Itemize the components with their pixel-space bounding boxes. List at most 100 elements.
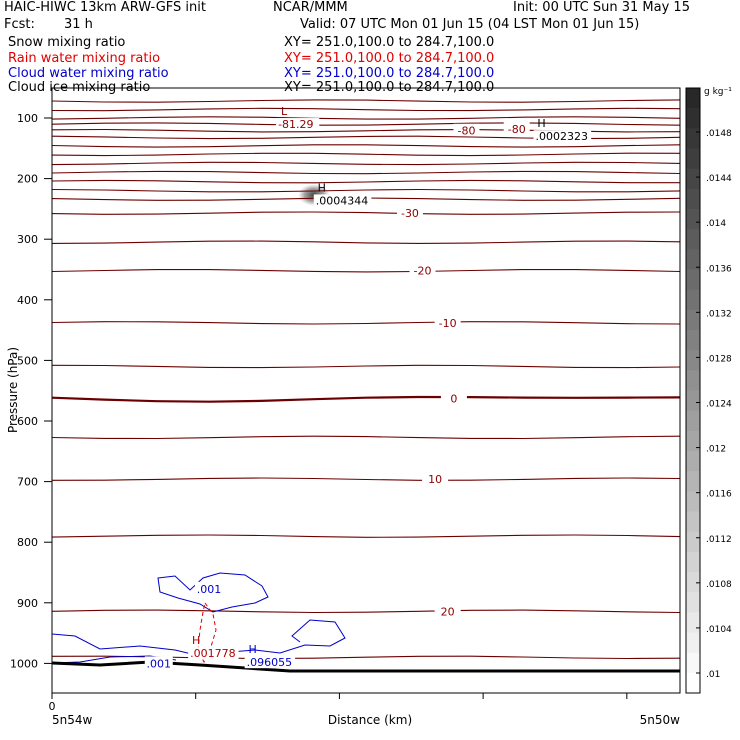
isotherm-line	[52, 269, 680, 273]
colorbar-swatch	[686, 672, 700, 694]
plot-frame	[51, 87, 681, 694]
colorbar-tick-label: .0116	[706, 490, 732, 500]
isotherm-label: -80	[457, 125, 475, 138]
isotherm-line	[52, 116, 680, 120]
colorbar-swatch	[686, 128, 700, 150]
extremum-label-bg	[244, 656, 296, 669]
field-snow-xy: XY= 251.0,100.0 to 284.7,100.0	[284, 35, 495, 50]
colorbar: g kg⁻¹ .0148 .0144 .014 .0136 .0132 .0128 .0124…	[685, 87, 732, 694]
x-tick-label: 0	[49, 700, 56, 713]
extremum-value: .001778	[190, 647, 236, 660]
extremum-marker: H	[318, 181, 326, 194]
isotherm-line	[52, 435, 680, 440]
colorbar-swatch	[686, 309, 700, 331]
isotherm-label-bg	[434, 604, 461, 617]
rain-water-contour	[197, 601, 217, 664]
colorbar-swatch	[686, 451, 700, 472]
x-axis	[51, 693, 628, 699]
isotherm-label: 0	[450, 393, 457, 406]
isotherm-label: -10	[439, 317, 457, 330]
y-tick-label: 600	[17, 415, 38, 428]
x-left-location: 5n54w	[52, 713, 93, 727]
colorbar-swatch	[686, 551, 700, 573]
isotherm-line	[52, 170, 680, 175]
colorbar-swatch	[686, 390, 700, 412]
field-cloudwater-name: Cloud water mixing ratio	[8, 66, 169, 81]
extremum-label-bg	[533, 130, 592, 143]
colorbar-swatch	[686, 229, 700, 250]
extremum-value: .0004344	[316, 194, 369, 207]
field-cloudwater-xy: XY= 251.0,100.0 to 284.7,100.0	[284, 66, 495, 81]
colorbar-tick-label: .0108	[706, 580, 732, 590]
isotherm-line	[52, 477, 680, 481]
isotherm-line	[52, 364, 680, 369]
extremum-value: -81.29	[278, 118, 313, 131]
y-tick-label: 800	[17, 536, 38, 549]
isotherm-label-bg	[453, 123, 480, 136]
isotherm-line	[52, 211, 680, 215]
colorbar-swatch	[686, 572, 700, 593]
isotherm-line	[52, 179, 680, 184]
colorbar-swatch	[686, 269, 700, 291]
colorbar-swatch	[686, 531, 700, 553]
init-time: Init: 00 UTC Sun 31 May 15	[513, 0, 690, 15]
y-axis: 100 200 300 400 500 600 700 800 900 1000	[10, 112, 52, 670]
cloud-contour-label: .001	[197, 583, 222, 596]
colorbar-swatch	[686, 430, 700, 452]
x-right-location: 5n50w	[640, 713, 681, 727]
extremum-label-bg	[276, 118, 320, 131]
isotherm-line	[52, 395, 680, 403]
colorbar-swatch	[686, 652, 700, 674]
colorbar-tick-label: .0144	[706, 174, 732, 184]
extremum-marker: L	[281, 105, 288, 118]
valid-time: Valid: 07 UTC Mon 01 Jun 15 (04 LST Mon …	[300, 17, 640, 32]
colorbar-swatch	[686, 410, 700, 432]
model-title: HAIC-HIWC 13km ARW-GFS init	[4, 0, 206, 15]
isotherm-line	[52, 609, 680, 614]
fcst-label: Fcst:	[4, 17, 35, 32]
isotherm-label: -30	[401, 207, 419, 220]
isotherm-label: 20	[441, 605, 455, 618]
colorbar-tick-label: .014	[706, 219, 726, 229]
colorbar-swatch	[686, 188, 700, 210]
field-snow-name: Snow mixing ratio	[8, 35, 126, 50]
isotherm-label: -20	[414, 265, 432, 278]
org-label: NCAR/MMM	[273, 0, 348, 15]
colorbar-swatch	[686, 511, 700, 533]
cloud-contour-label: .001	[147, 657, 172, 670]
terrain-surface	[52, 660, 680, 673]
colorbar-tick-label: .0128	[706, 354, 732, 364]
colorbar-swatch	[686, 108, 700, 129]
extremum-marker: H	[249, 643, 257, 656]
isotherm-label-bg	[440, 391, 467, 404]
cloud-water-contour	[157, 572, 269, 613]
colorbar-swatch	[686, 370, 700, 392]
y-tick-label: 700	[17, 476, 38, 489]
colorbar-swatch	[686, 491, 700, 513]
colorbar-tick-label: .0112	[706, 535, 732, 545]
extremum-marker: H	[537, 117, 545, 130]
isotherm-line	[52, 240, 680, 244]
colorbar-tick-label: .012	[706, 445, 726, 455]
x-axis-title: Distance (km)	[328, 713, 412, 727]
isotherm-line	[52, 161, 680, 166]
isotherm-label-bg	[503, 121, 530, 134]
y-tick-label: 100	[17, 112, 38, 125]
colorbar-unit: g kg⁻¹	[704, 87, 732, 97]
isotherm-label: -80	[508, 123, 526, 136]
isotherm-label-bg	[396, 206, 423, 219]
isotherm-line	[52, 152, 680, 157]
colorbar-tick-label: .01	[706, 670, 720, 680]
extremum-value: .096055	[247, 656, 293, 669]
colorbar-swatch	[686, 330, 700, 351]
isotherm-label-bg	[422, 472, 449, 485]
y-tick-label: 500	[17, 354, 38, 367]
colorbar-tick-label: .0124	[706, 400, 732, 410]
isotherm-line	[52, 321, 680, 325]
colorbar-swatch	[686, 148, 700, 170]
isotherm-lines	[52, 99, 680, 660]
colorbar-tick-label: .0104	[706, 625, 732, 635]
isotherm-label-bg	[434, 315, 461, 328]
extremum-label-bg	[313, 194, 372, 207]
